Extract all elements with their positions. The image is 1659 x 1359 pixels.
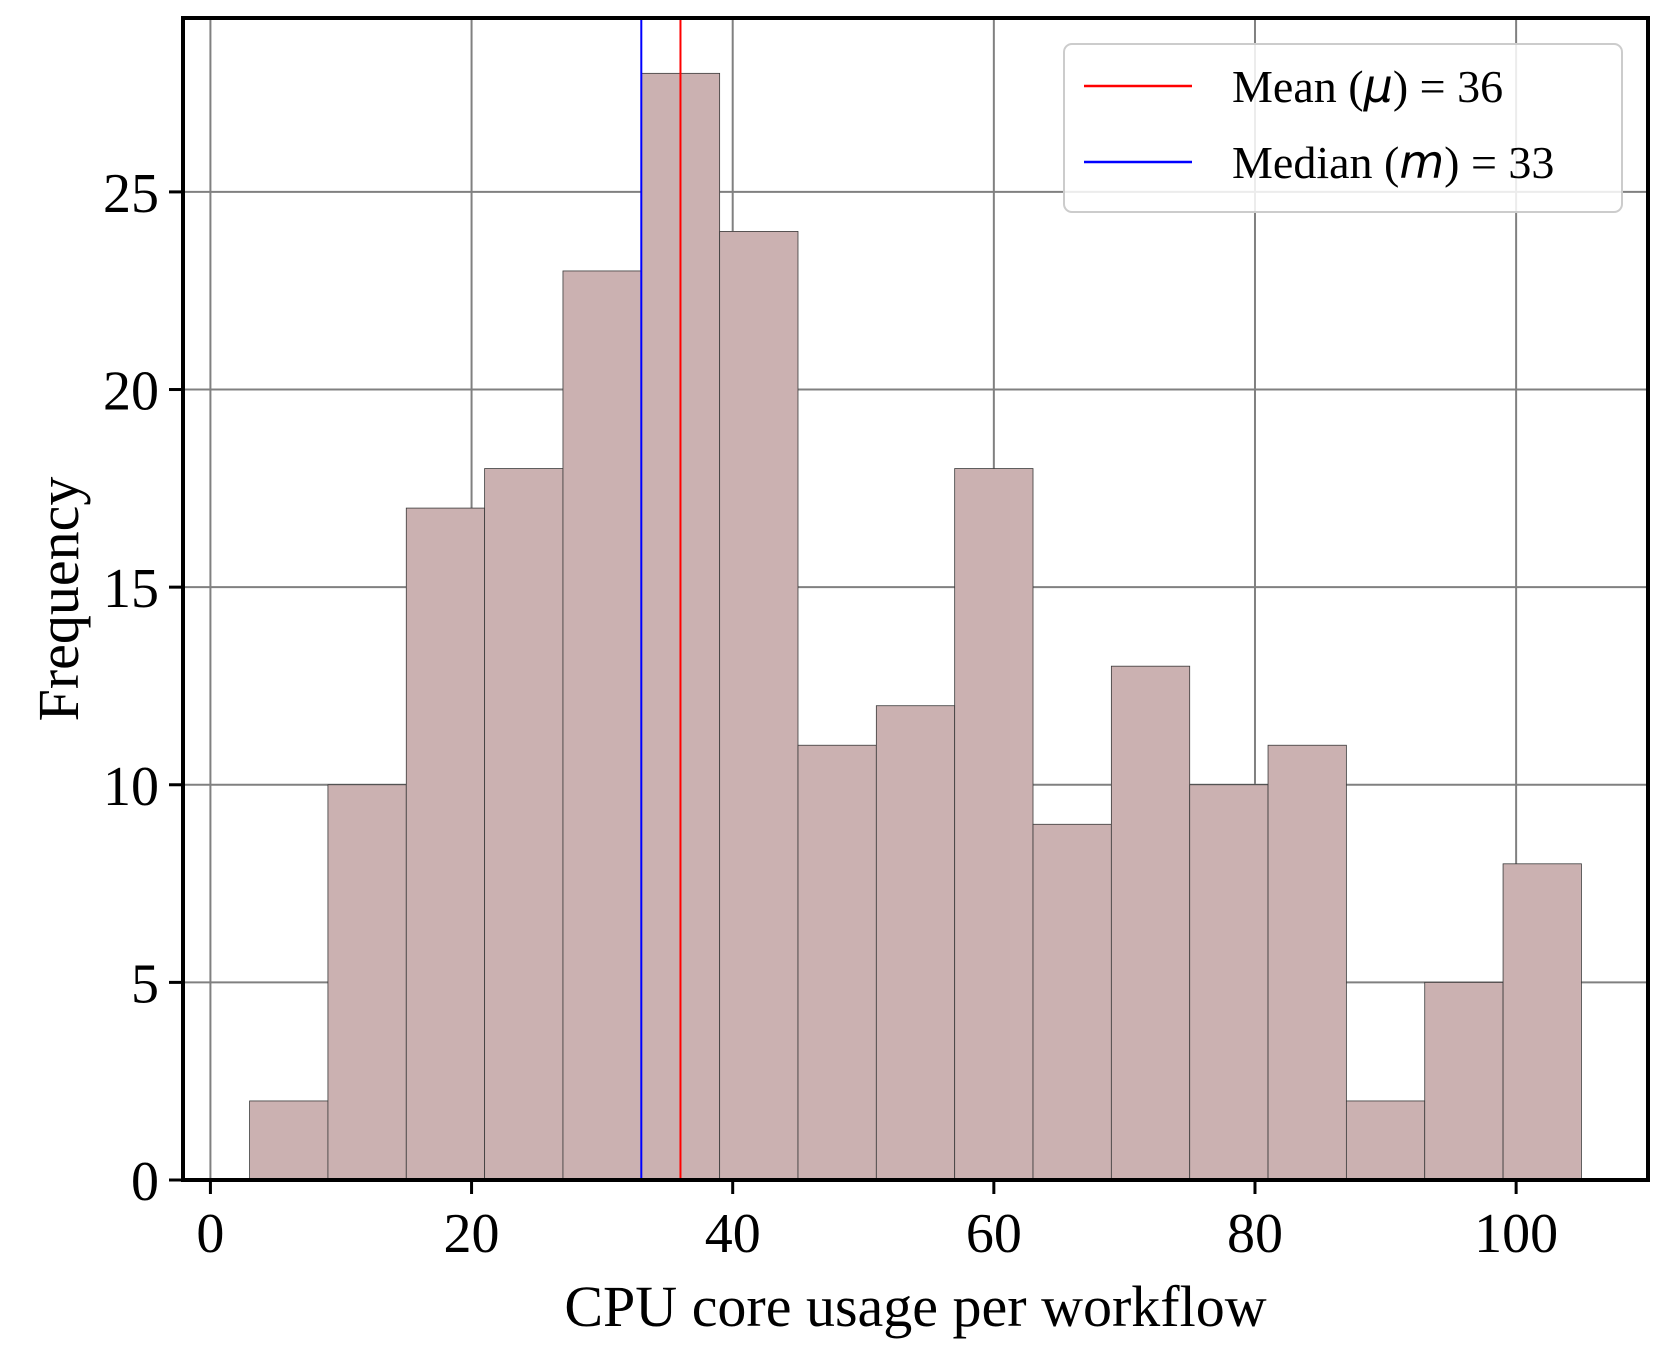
y-axis-title: Frequency (26, 477, 91, 722)
histogram-bar (719, 231, 799, 1181)
legend-box (1063, 43, 1623, 213)
legend-label: Median (m) = 33 (1232, 135, 1554, 189)
x-axis-title: CPU core usage per workflow (564, 1274, 1266, 1339)
x-tick-label: 60 (966, 1203, 1022, 1265)
histogram-bar (1267, 744, 1347, 1181)
y-tick-label: 20 (103, 361, 159, 423)
x-tick-label: 40 (705, 1203, 761, 1265)
histogram-bar (954, 468, 1034, 1181)
y-tick-label: 15 (103, 558, 159, 620)
histogram-bar (797, 744, 877, 1181)
histogram-bar (405, 507, 486, 1181)
histogram-bar (327, 784, 407, 1181)
x-tick-label: 80 (1227, 1203, 1283, 1265)
histogram-bar (1424, 981, 1504, 1181)
reference-lines-layer (640, 18, 682, 1180)
plot-frame (181, 16, 1650, 1182)
histogram-bar (1345, 1100, 1426, 1181)
y-tick-label: 10 (103, 756, 159, 818)
ticks-layer: 0 20 40 60 80 100 0 5 10 15 20 25 (103, 163, 1558, 1265)
x-tick-label: 20 (444, 1203, 500, 1265)
bars-layer (249, 72, 1582, 1181)
histogram-bar (562, 270, 642, 1181)
legend: Mean (μ) = 36 Median (m) = 33 (1063, 43, 1623, 213)
histogram-bar (1110, 665, 1191, 1181)
y-tick-label: 0 (131, 1151, 159, 1213)
histogram-bar (249, 1100, 329, 1181)
y-tick-label: 5 (131, 953, 159, 1015)
y-tick-label: 25 (103, 163, 159, 225)
histogram-bar (875, 705, 956, 1181)
x-tick-label: 100 (1474, 1203, 1558, 1265)
histogram-bar (1502, 863, 1582, 1181)
histogram-bar (1189, 784, 1269, 1181)
histogram-bar (484, 468, 564, 1181)
histogram-bar (1032, 823, 1112, 1181)
legend-label: Mean (μ) = 36 (1232, 59, 1503, 113)
x-tick-label: 0 (196, 1203, 224, 1265)
